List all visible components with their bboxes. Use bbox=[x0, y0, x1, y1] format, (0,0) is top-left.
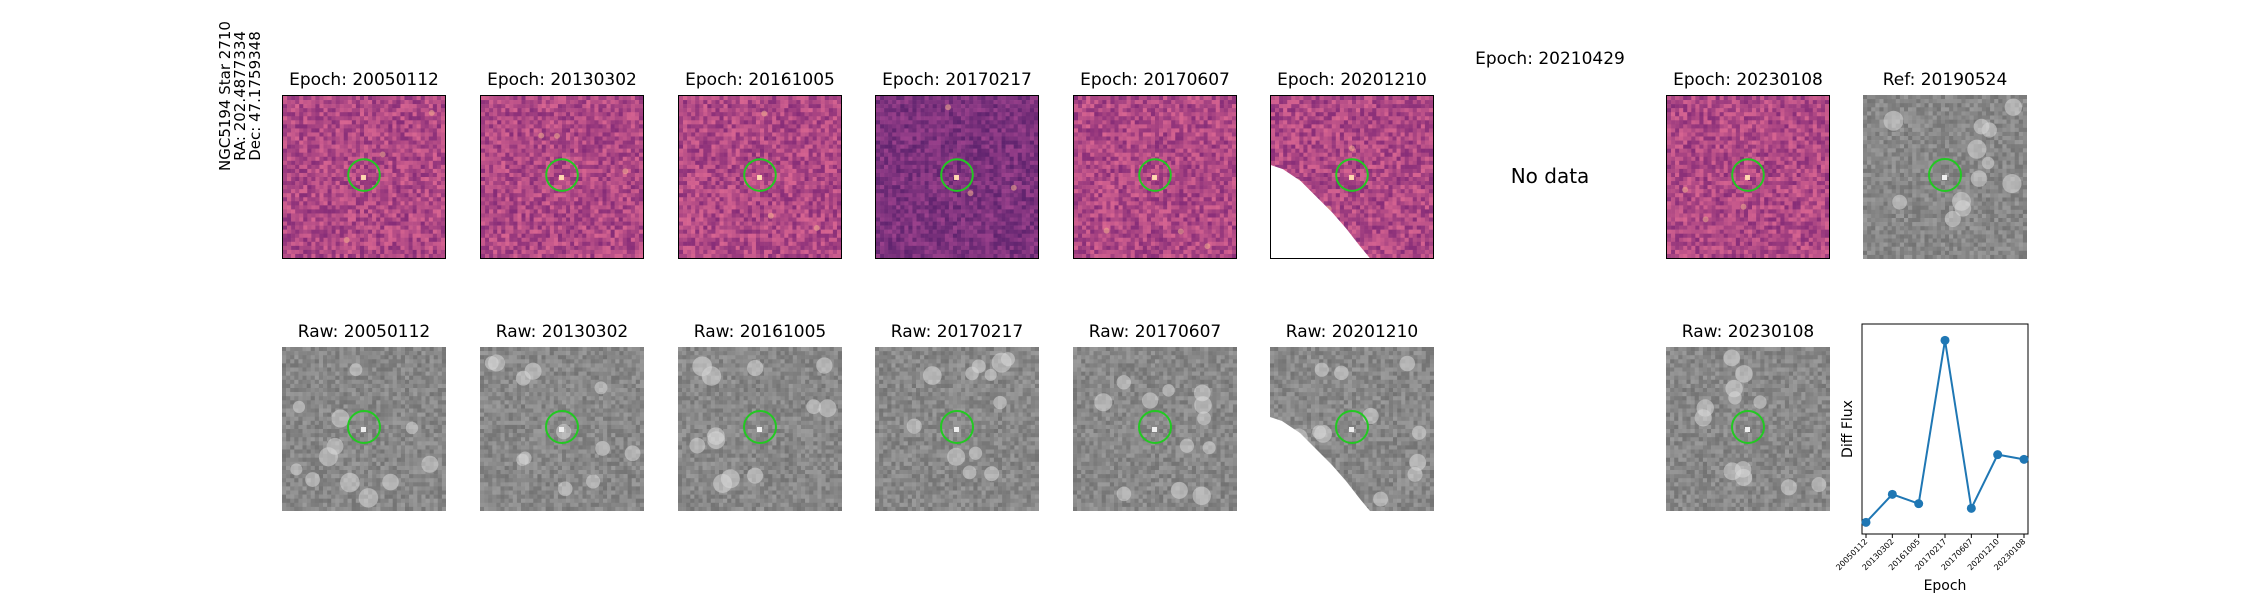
top-title-3: Epoch: 20161005 bbox=[685, 70, 835, 90]
y-axis-label: Diff Flux bbox=[1840, 400, 1856, 458]
top-title-8: Epoch: 20230108 bbox=[1673, 70, 1823, 90]
image-texture bbox=[1271, 96, 1433, 258]
chart-frame bbox=[1861, 323, 2029, 535]
top-title-1: Epoch: 20050112 bbox=[289, 70, 439, 90]
image-texture bbox=[679, 96, 841, 258]
top-title-9: Ref: 20190524 bbox=[1883, 70, 2008, 90]
image-texture bbox=[1270, 347, 1434, 511]
reference-image bbox=[1863, 95, 2027, 259]
star-dec: Dec: 47.1759348 bbox=[246, 14, 264, 178]
raw-title-4: Raw: 20170217 bbox=[891, 322, 1024, 342]
diff-image-3 bbox=[678, 95, 842, 259]
diff-image-1 bbox=[282, 95, 446, 259]
top-title-7: Epoch: 20210429 bbox=[1475, 49, 1625, 69]
data-point bbox=[1940, 335, 1950, 345]
image-texture bbox=[1666, 347, 1830, 511]
raw-title-6: Raw: 20201210 bbox=[1286, 322, 1419, 342]
image-texture bbox=[1863, 95, 2027, 259]
data-point bbox=[1966, 503, 1976, 513]
image-texture bbox=[1073, 347, 1237, 511]
image-texture bbox=[481, 96, 643, 258]
image-texture bbox=[282, 347, 446, 511]
raw-title-1: Raw: 20050112 bbox=[298, 322, 431, 342]
diff-image-2 bbox=[480, 95, 644, 259]
diff-image-4 bbox=[875, 95, 1039, 259]
data-point bbox=[1993, 450, 2003, 460]
image-texture bbox=[1074, 96, 1236, 258]
data-point bbox=[1887, 489, 1897, 499]
star-info-label: NGC5194 Star 2710 RA: 202.4877334 Dec: 4… bbox=[216, 14, 264, 178]
raw-image-7 bbox=[1666, 347, 1830, 511]
raw-image-4 bbox=[875, 347, 1039, 511]
raw-title-3: Raw: 20161005 bbox=[694, 322, 827, 342]
data-point bbox=[2019, 454, 2029, 464]
raw-title-5: Raw: 20170607 bbox=[1089, 322, 1222, 342]
image-texture bbox=[875, 347, 1039, 511]
top-title-2: Epoch: 20130302 bbox=[487, 70, 637, 90]
top-title-6: Epoch: 20201210 bbox=[1277, 70, 1427, 90]
raw-image-2 bbox=[480, 347, 644, 511]
image-texture bbox=[678, 347, 842, 511]
data-point bbox=[1914, 499, 1924, 509]
raw-image-5 bbox=[1073, 347, 1237, 511]
image-texture bbox=[480, 347, 644, 511]
raw-image-1 bbox=[282, 347, 446, 511]
raw-image-6 bbox=[1270, 347, 1434, 511]
diff-flux-chart: 20050112 20130302 20161005 20170217 20170607… bbox=[1834, 323, 2029, 594]
image-texture bbox=[1667, 96, 1829, 258]
raw-title-2: Raw: 20130302 bbox=[496, 322, 629, 342]
diff-flux-chart-svg: 2005011220130302201610052017021720170607… bbox=[1834, 323, 2029, 594]
top-title-4: Epoch: 20170217 bbox=[882, 70, 1032, 90]
data-point bbox=[1861, 517, 1871, 527]
no-data-label: No data bbox=[1511, 164, 1590, 188]
image-texture bbox=[876, 96, 1038, 258]
x-axis-label: Epoch bbox=[1924, 578, 1967, 594]
raw-title-7: Raw: 20230108 bbox=[1682, 322, 1815, 342]
raw-image-3 bbox=[678, 347, 842, 511]
diff-image-6 bbox=[1270, 95, 1434, 259]
top-title-5: Epoch: 20170607 bbox=[1080, 70, 1230, 90]
image-texture bbox=[283, 96, 445, 258]
diff-image-5 bbox=[1073, 95, 1237, 259]
diff-image-8 bbox=[1666, 95, 1830, 259]
